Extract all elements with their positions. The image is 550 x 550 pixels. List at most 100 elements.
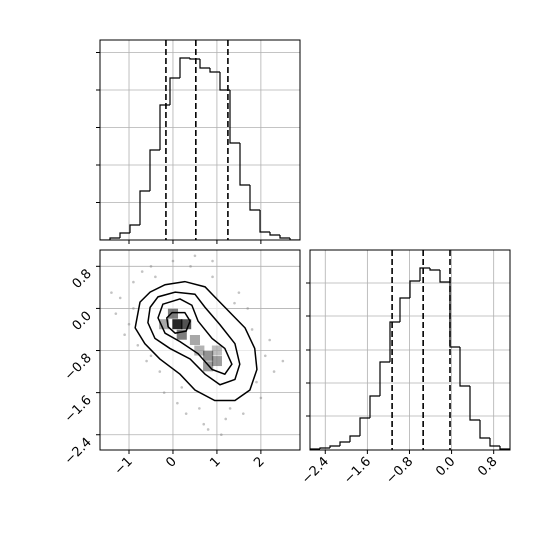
x-tick-label: 0 [163,454,179,470]
y-tick-label: −2.4 [62,435,95,468]
hist-bin [369,395,380,418]
hist-bin [459,347,470,387]
x-tick-label: −1 [112,454,136,478]
plot-area [100,40,300,240]
sample-point [206,428,210,431]
panel: −2.4 −1.6 −0.8 0.0 0.8 [299,249,511,487]
sample-point [140,270,144,273]
density-cell [176,329,187,340]
sample-point [211,259,214,263]
hist-bin [119,232,130,238]
hist-bin [399,297,410,322]
sample-point [110,291,113,294]
x-tick-label: 0.8 [475,454,500,479]
contour [157,298,233,376]
sample-point [202,422,206,426]
hist-bin [129,224,140,233]
sample-point [224,417,228,421]
frame [309,249,511,451]
sample-point [268,338,271,342]
sample-point [189,265,192,268]
hist-bin [229,90,240,144]
hist-bin [409,280,420,298]
hist-bin [259,210,270,233]
hist-bin [239,143,250,186]
sample-point [272,370,276,373]
sample-point [250,328,254,331]
y-tick-label: 0.8 [70,267,95,292]
plot-area [310,250,510,450]
contour [134,280,258,402]
hist-bin [329,445,340,448]
sample-point [132,280,135,284]
hist-bin [469,386,480,421]
sample-point [127,322,131,326]
y-tick-label: −0.8 [62,351,95,384]
hist-bin [379,361,390,396]
sample-point [118,296,122,300]
sample-point [145,359,148,363]
density-cell [203,350,214,361]
x-tick-label: −0.8 [383,454,416,487]
hist-bin [319,447,330,449]
density-cell [211,345,222,356]
plot-area [100,250,300,450]
sample-point [255,380,258,384]
sample-point [114,312,118,315]
hist-bin [189,58,200,60]
sample-point [171,259,175,263]
sample-point [149,265,153,268]
sample-point [263,354,267,358]
x-tick-label: −2.4 [299,454,332,487]
hist-bin [209,68,220,73]
sample-point [184,412,188,415]
sample-point [193,254,197,258]
density-cell [159,319,170,330]
sample-point [176,401,179,405]
y-tick-label: −1.6 [62,393,95,426]
sample-point [211,275,214,279]
x-tick-label: 0.0 [433,454,458,479]
sample-point [123,333,126,337]
density-cell [203,361,214,372]
hist-bin [269,232,280,236]
sample-point [162,391,166,394]
sample-point [233,301,236,305]
hist-bin [179,57,190,78]
hist-bin [149,149,160,191]
panel: −1 0 1 2 −2.4 −1.6 −0.8 0.0 0.8 [62,249,301,478]
sample-point [149,354,153,358]
density-cell [194,345,205,356]
y-tick-label: 0.0 [70,309,95,334]
sample-point [281,359,285,363]
density-cell [211,356,222,367]
sample-point [237,291,241,294]
x-tick-label: 1 [207,454,223,470]
hist-bin [499,446,510,450]
hist-bin [449,282,460,348]
x-tick-label: 2 [251,454,267,470]
hist-bin [310,448,320,450]
hist-bin [479,420,490,439]
frame [99,39,301,241]
sample-point [136,343,140,347]
hist-bin [389,321,400,362]
sample-point [198,407,201,410]
contour [147,291,241,386]
hist-bin [199,59,210,69]
sample-point [259,396,263,400]
sample-point [154,275,157,279]
x-tick-label: −1.6 [341,454,374,487]
hist-bin [419,267,430,281]
hist-bin [139,190,150,225]
panel [96,39,301,244]
density-cell [172,319,183,330]
hist-bin [289,238,300,240]
hist-bin [249,185,260,211]
sample-point [228,407,232,410]
density-cell [181,319,192,330]
density-cell [189,335,200,345]
density-cell [167,308,179,319]
sample-point [180,386,184,389]
